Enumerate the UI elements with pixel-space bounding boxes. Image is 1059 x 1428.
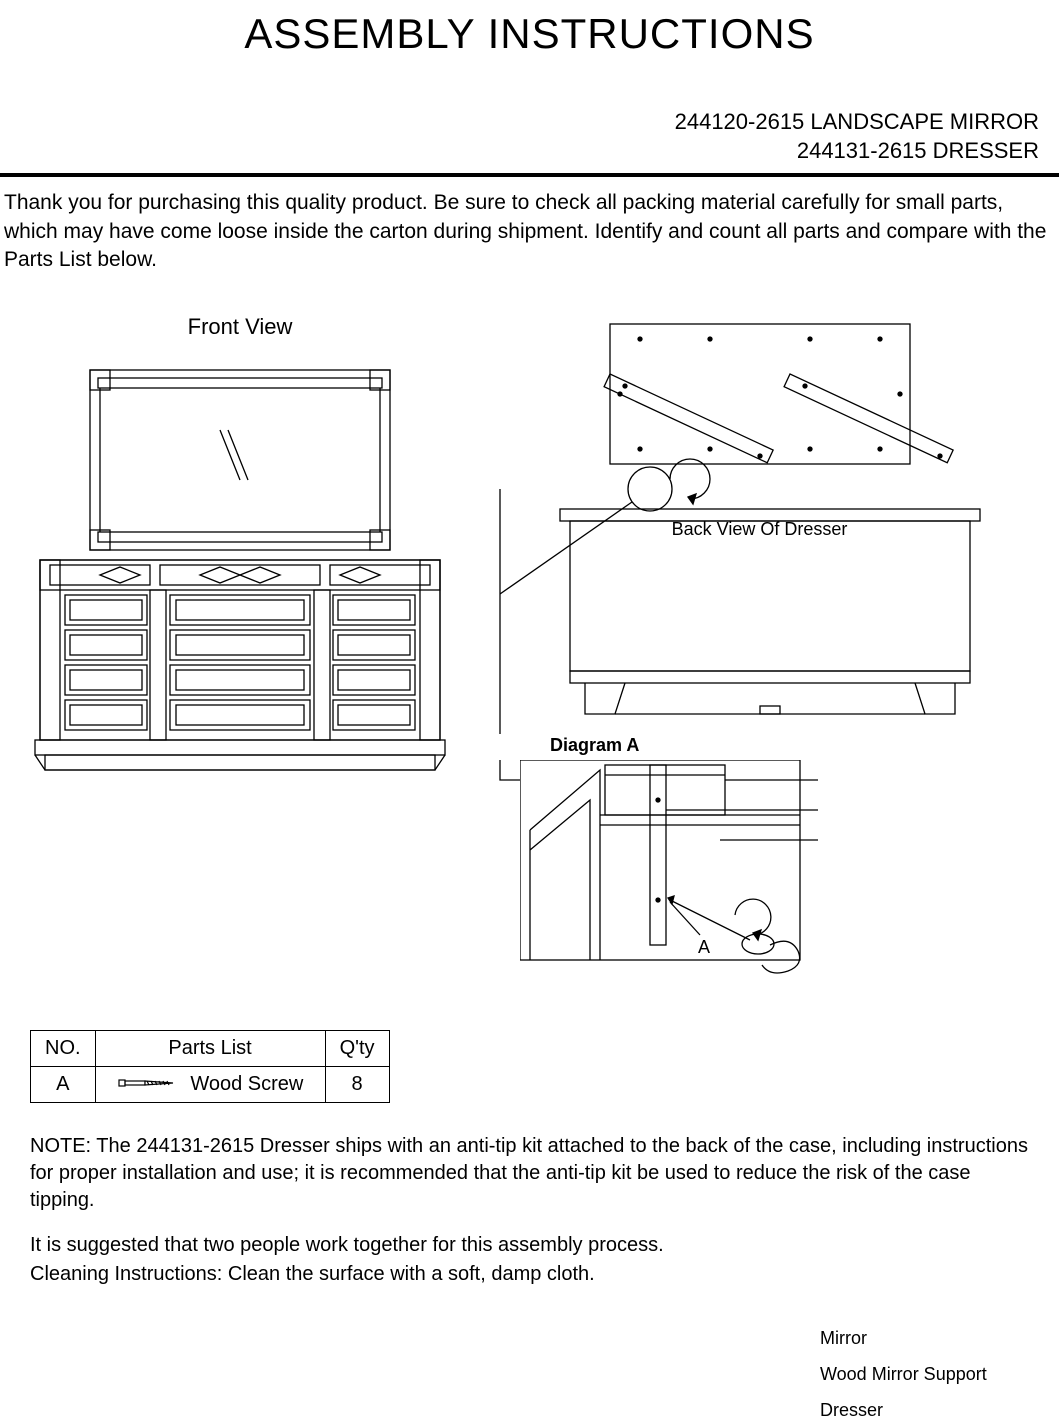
table-header-row: NO. Parts List Q'ty [31,1031,390,1067]
col-list: Parts List [95,1031,325,1067]
col-qty: Q'ty [325,1031,389,1067]
suggestion-text: It is suggested that two people work tog… [30,1232,1029,1259]
cleaning-text: Cleaning Instructions: Clean the surface… [30,1261,1029,1288]
right-column: Back View Of Dresser Diagram A [490,314,1029,1103]
intro-text: Thank you for purchasing this quality pr… [0,189,1059,274]
cell-no: A [31,1067,96,1103]
product-code-mirror: 244120-2615 LANDSCAPE MIRROR [0,108,1039,137]
left-column: Front View [30,314,450,1103]
diagram-a-label: Diagram A [550,735,1029,756]
diagram-a-detail: A [520,760,820,980]
table-row: A Wood Screw 8 [31,1067,390,1103]
front-view-label: Front View [30,314,450,340]
screw-letter-icon: A [698,937,710,957]
product-code-dresser: 244131-2615 DRESSER [0,137,1039,166]
parts-table: NO. Parts List Q'ty A [30,1030,390,1103]
connector-line [480,760,520,980]
back-view-label: Back View Of Dresser [490,519,1029,540]
cell-qty: 8 [325,1067,389,1103]
callout-mirror: Mirror [820,1320,987,1356]
cell-name: Wood Screw [95,1067,325,1103]
divider [0,173,1059,177]
page-title: ASSEMBLY INSTRUCTIONS [0,10,1059,58]
product-codes: 244120-2615 LANDSCAPE MIRROR 244131-2615… [0,108,1039,165]
callout-dresser: Dresser [820,1392,987,1428]
callout-labels: Mirror Wood Mirror Support Dresser [820,1320,987,1428]
col-no: NO. [31,1031,96,1067]
wood-screw-icon [117,1073,177,1096]
callout-support: Wood Mirror Support [820,1356,987,1392]
note-text: NOTE: The 244131-2615 Dresser ships with… [30,1133,1029,1214]
front-view-diagram [30,360,450,780]
cell-name-text: Wood Screw [190,1073,303,1095]
views-row: Front View [0,314,1059,1103]
